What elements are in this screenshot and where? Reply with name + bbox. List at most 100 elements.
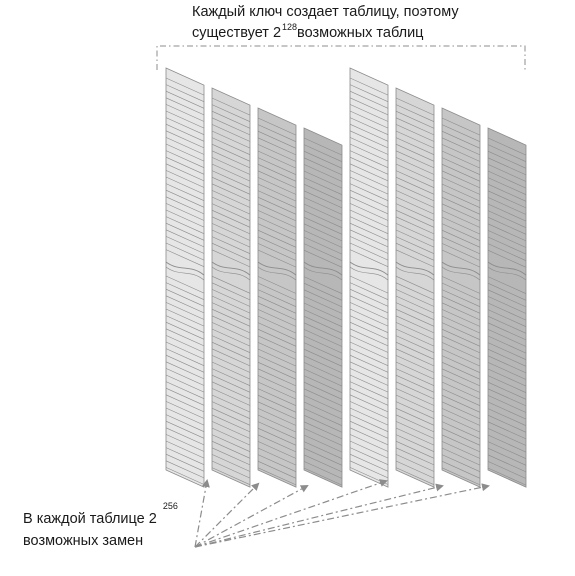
- panel-row: [441, 223, 481, 241]
- panel-crease: [395, 261, 435, 276]
- panel-row: [349, 348, 389, 366]
- panel-row: [487, 249, 527, 268]
- panel-row: [303, 137, 343, 156]
- panel-row: [395, 163, 435, 182]
- panel-row: [211, 361, 251, 380]
- panel-row: [303, 150, 343, 169]
- bottom-caption: В каждой таблице 2 256 возможных замен: [23, 501, 178, 552]
- panel-row: [441, 150, 481, 169]
- panel-row: [257, 289, 297, 307]
- panel-row: [487, 428, 527, 446]
- panel-row: [349, 229, 389, 248]
- panel-row: [395, 368, 435, 386]
- panel-row: [395, 289, 435, 307]
- panel-row: [349, 368, 389, 386]
- panel-row: [349, 381, 389, 399]
- panel-row: [349, 427, 389, 446]
- panel-row: [349, 275, 389, 294]
- panel-row: [211, 355, 251, 373]
- panel-row: [395, 322, 435, 340]
- panel-row: [211, 388, 251, 406]
- panel-row: [349, 209, 389, 228]
- panel-row: [165, 328, 205, 347]
- panel-face: [211, 87, 251, 488]
- panel-row: [303, 329, 343, 347]
- panel-row: [487, 434, 527, 453]
- panel-row: [211, 328, 251, 347]
- panel-row: [303, 236, 343, 255]
- panel-row: [487, 164, 527, 182]
- panel-row: [487, 289, 527, 308]
- table-group-2-panel-3: [441, 107, 481, 488]
- panel-row: [211, 381, 251, 400]
- top-caption-suffix: возможных таблиц: [297, 25, 424, 41]
- panel-row: [395, 104, 435, 122]
- top-caption: Каждый ключ создает таблицу, поэтому сущ…: [192, 2, 459, 45]
- panel-row: [303, 428, 343, 446]
- panel-row: [395, 328, 435, 347]
- panel-row: [257, 282, 297, 301]
- panel-row: [165, 123, 205, 142]
- panel-row: [395, 157, 435, 175]
- panel-row: [257, 249, 297, 268]
- panel-row: [211, 427, 251, 446]
- panel-row: [165, 150, 205, 168]
- panel-row: [487, 170, 527, 189]
- panel-row: [257, 170, 297, 189]
- panel-row: [303, 368, 343, 387]
- substitution-arrow-3: [194, 485, 309, 548]
- panel-row: [395, 209, 435, 228]
- panel-row: [165, 288, 205, 307]
- panel-row: [349, 453, 389, 472]
- panel-row: [441, 124, 481, 142]
- panel-row: [211, 414, 251, 433]
- panel-row: [441, 375, 481, 393]
- panel-row: [303, 230, 343, 248]
- panel-row: [257, 441, 297, 459]
- panel-row: [441, 229, 481, 248]
- panel-row: [349, 170, 389, 188]
- panel-row: [441, 243, 481, 261]
- table-group-1-panel-3: [257, 107, 297, 488]
- panel-row: [303, 375, 343, 393]
- panel-row: [349, 249, 389, 267]
- panel-row: [395, 440, 435, 459]
- panel-row: [165, 183, 205, 201]
- panel-row: [487, 368, 527, 387]
- panel-crease: [303, 266, 343, 281]
- panel-row: [257, 342, 297, 360]
- panel-row: [165, 368, 205, 386]
- panel-row: [165, 420, 205, 439]
- panel-row: [349, 414, 389, 432]
- panel-row: [395, 223, 435, 241]
- panel-row: [441, 210, 481, 228]
- panel-row: [165, 104, 205, 122]
- panel-row: [441, 421, 481, 439]
- panel-row: [441, 447, 481, 466]
- panel-row: [487, 183, 527, 202]
- panel-row: [395, 447, 435, 466]
- panel-row: [441, 315, 481, 334]
- panel-crease: [349, 266, 389, 281]
- panel-row: [303, 249, 343, 268]
- panel-row: [487, 236, 527, 255]
- panel-row: [211, 368, 251, 386]
- panel-row: [165, 84, 205, 102]
- panel-row: [349, 407, 389, 426]
- panel-row: [441, 170, 481, 189]
- panel-row: [349, 460, 389, 479]
- panel-row: [395, 249, 435, 268]
- panel-row: [303, 335, 343, 354]
- panel-row: [165, 335, 205, 353]
- panel-row: [349, 130, 389, 149]
- panel-row: [349, 137, 389, 155]
- panel-row: [349, 216, 389, 234]
- panel-row: [257, 302, 297, 321]
- panel-row: [165, 97, 205, 116]
- panel-row: [349, 335, 389, 353]
- bottom-caption-line-1: В каждой таблице 2 256: [23, 501, 178, 531]
- panel-row: [257, 434, 297, 453]
- panel-row: [257, 117, 297, 136]
- panel-row: [165, 381, 205, 399]
- panel-row: [487, 355, 527, 374]
